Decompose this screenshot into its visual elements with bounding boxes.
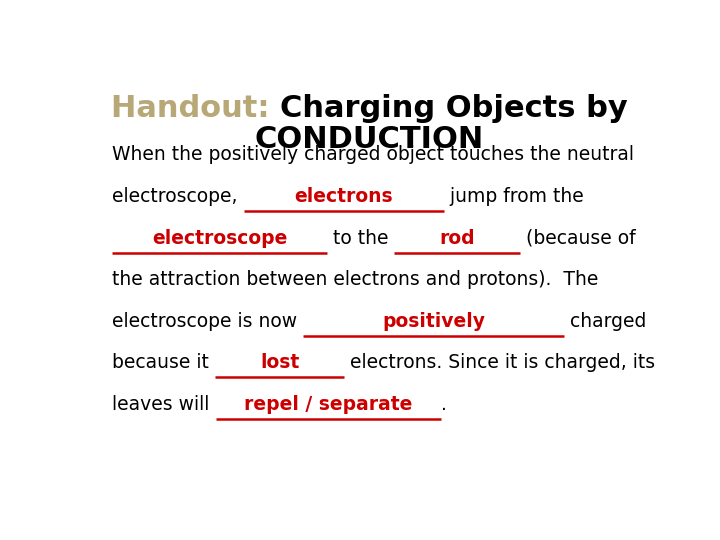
Text: because it: because it [112,353,215,373]
Text: electroscope is now: electroscope is now [112,312,303,331]
Text: leaves will: leaves will [112,395,216,414]
Text: rod: rod [439,228,475,248]
Text: the attraction between electrons and protons).  The: the attraction between electrons and pro… [112,270,599,289]
Text: electroscope,: electroscope, [112,187,244,206]
Text: .: . [441,395,446,414]
Text: charged: charged [564,312,647,331]
Text: Handout:: Handout: [111,94,279,123]
Text: Charging Objects by: Charging Objects by [279,94,627,123]
Text: jump from the: jump from the [444,187,584,206]
Text: positively: positively [382,312,485,331]
Text: lost: lost [260,353,300,373]
Text: electroscope: electroscope [152,228,287,248]
Text: When the positively charged object touches the neutral: When the positively charged object touch… [112,145,634,165]
Text: to the: to the [327,228,395,248]
Text: repel / separate: repel / separate [244,395,413,414]
Text: (because of: (because of [520,228,636,248]
Text: CONDUCTION: CONDUCTION [254,125,484,154]
Text: electrons. Since it is charged, its: electrons. Since it is charged, its [344,353,655,373]
Text: electrons: electrons [294,187,393,206]
